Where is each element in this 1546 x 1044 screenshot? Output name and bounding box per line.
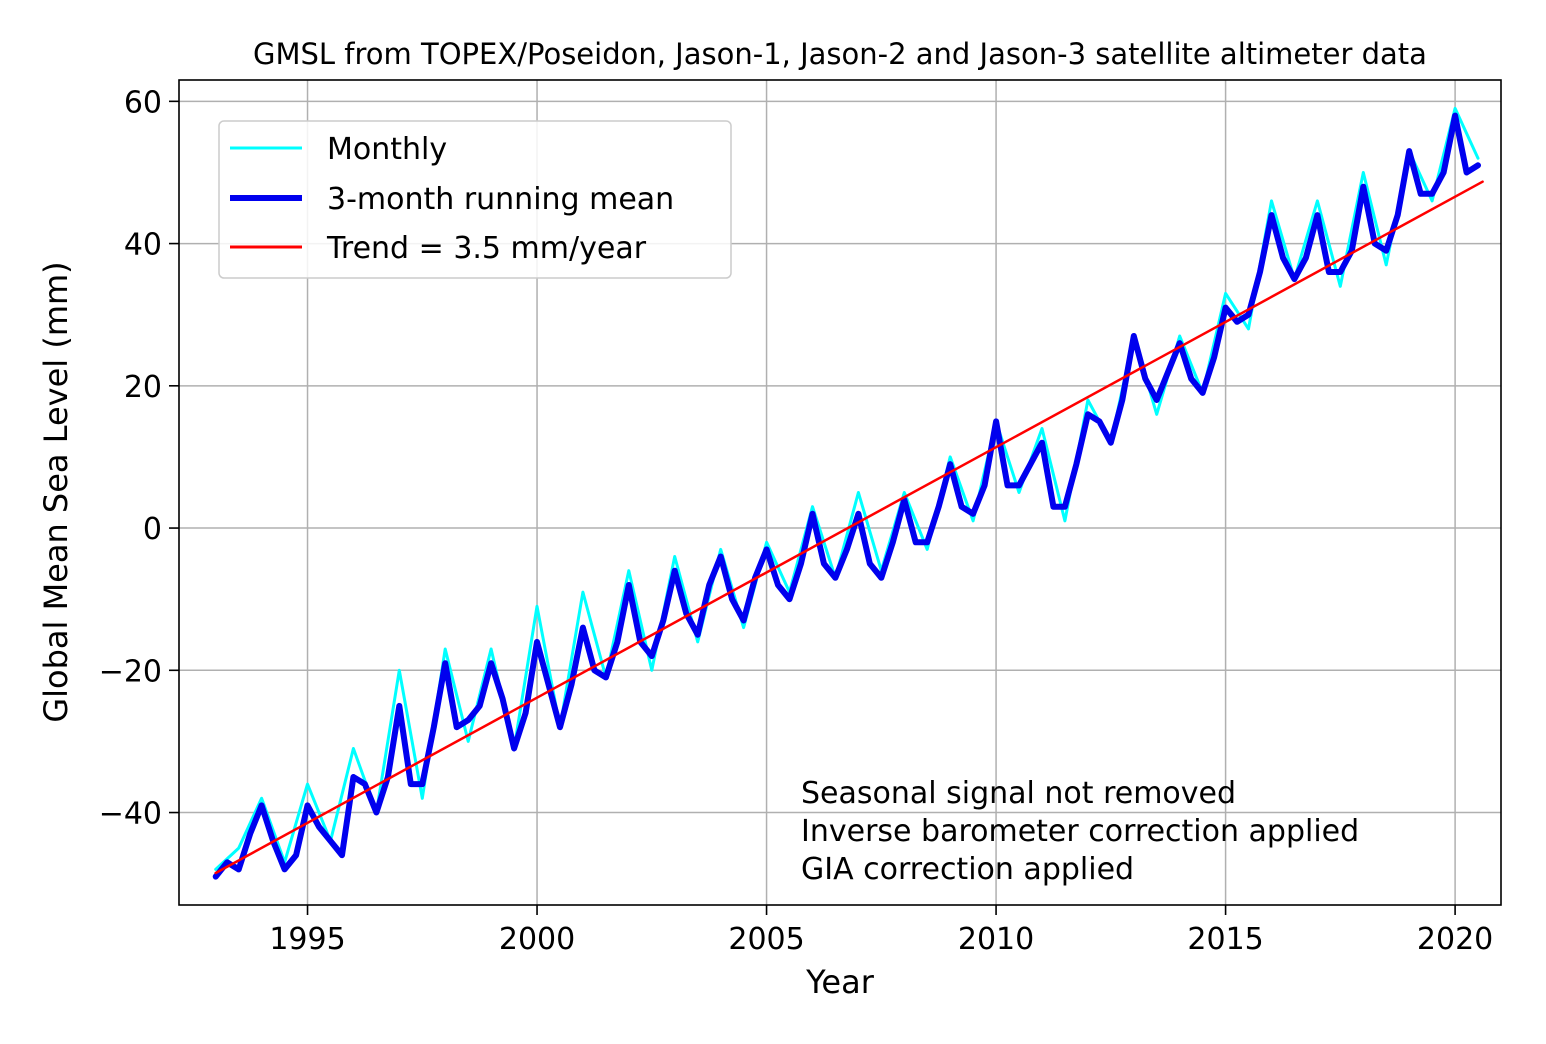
series-trend-line (214, 180, 1484, 875)
axis-ticks: 1995 2000 2005 2010 2015 2020 −40 −20 0 20 40 60 (99, 85, 1494, 957)
x-tick-label-2005: 2005 (728, 922, 804, 957)
x-axis-label: Year (805, 963, 875, 1001)
y-tick-label-40: 40 (124, 228, 162, 263)
legend-label-monthly: Monthly (327, 132, 447, 167)
x-tick-label-2015: 2015 (1187, 922, 1263, 957)
legend-box (218, 120, 732, 279)
y-tick-label-60: 60 (124, 85, 162, 120)
x-tick-label-2020: 2020 (1417, 922, 1493, 957)
plot-frame (178, 79, 1502, 906)
x-tick-label-2000: 2000 (499, 922, 575, 957)
y-tick-label--40: −40 (99, 797, 162, 832)
legend-label-trend: Trend = 3.5 mm/year (326, 231, 647, 266)
y-axis-label: Global Mean Sea Level (mm) (37, 261, 75, 722)
chart-title: GMSL from TOPEX/Poseidon, Jason-1, Jason… (253, 37, 1427, 71)
annotation-block: Seasonal signal not removed Inverse baro… (801, 776, 1359, 887)
y-tick-label-0: 0 (143, 512, 162, 547)
annotation-gia: GIA correction applied (801, 852, 1134, 887)
y-tick-label-20: 20 (124, 370, 162, 405)
y-tick-label--20: −20 (99, 654, 162, 689)
series-running-mean-line (212, 112, 1481, 880)
annotation-inverse-barometer: Inverse barometer correction applied (801, 814, 1359, 849)
x-tick-label-2010: 2010 (958, 922, 1034, 957)
x-tick-label-1995: 1995 (269, 922, 345, 957)
annotation-seasonal: Seasonal signal not removed (801, 776, 1236, 811)
series-layer (212, 106, 1484, 880)
legend: Monthly 3-month running mean Trend = 3.5… (218, 120, 732, 279)
legend-label-running-mean: 3-month running mean (327, 182, 674, 217)
